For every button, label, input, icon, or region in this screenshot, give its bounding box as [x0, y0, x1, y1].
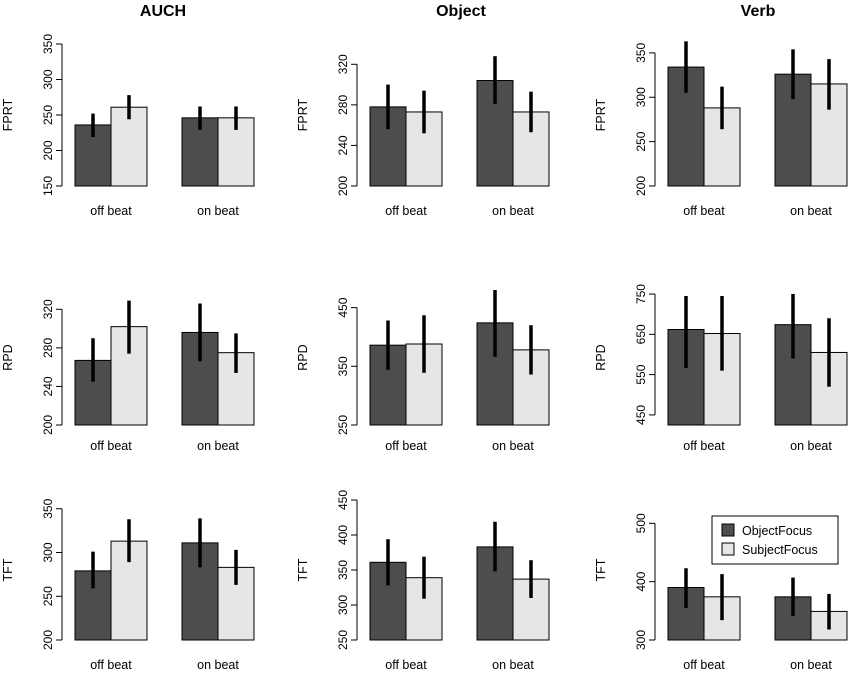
y-tick-label: 200	[336, 176, 350, 196]
y-tick-label: 500	[634, 513, 648, 533]
bar-subjectfocus-off-beat	[110, 106, 148, 187]
y-tick-label: 280	[41, 338, 55, 358]
column-title-object: Object	[436, 3, 486, 20]
y-tick-label: 200	[41, 415, 55, 435]
category-label: off beat	[683, 658, 725, 672]
y-axis-label: TFT	[594, 558, 608, 581]
category-label: on beat	[492, 439, 534, 453]
panel-tft-3: 300 400 500 TFT off beat on beat ObjectFocus Su…	[594, 513, 848, 672]
y-tick-label: 240	[41, 376, 55, 396]
category-label: off beat	[385, 658, 427, 672]
panel-rpd-1: 200 240 280 320 RPD off beat on beat	[1, 299, 255, 453]
panel-rpd-3: 450 550 650 750 RPD off beat on beat	[594, 284, 848, 453]
y-axis-label: TFT	[296, 558, 310, 581]
y-tick-label: 350	[336, 356, 350, 376]
y-tick-label: 350	[634, 43, 648, 63]
y-tick-label: 150	[41, 176, 55, 196]
y-tick-label: 400	[336, 525, 350, 545]
y-tick-label: 400	[634, 571, 648, 591]
y-tick-label: 200	[41, 630, 55, 650]
y-axis-label: FPRT	[1, 98, 15, 131]
y-tick-label: 750	[634, 284, 648, 304]
category-label: on beat	[197, 439, 239, 453]
panel-tft-2: 250 300 350 400 450 TFT off beat on beat	[296, 490, 550, 672]
y-axis-label: RPD	[296, 344, 310, 370]
category-label: off beat	[683, 439, 725, 453]
category-label: on beat	[790, 658, 832, 672]
y-tick-label: 550	[634, 364, 648, 384]
panel-fprt-2: 200 240 280 320 FPRT off beat on beat	[296, 54, 550, 218]
y-axis-label: FPRT	[296, 98, 310, 131]
y-tick-label: 450	[336, 490, 350, 510]
category-label: on beat	[197, 658, 239, 672]
y-tick-label: 350	[41, 34, 55, 54]
y-tick-label: 200	[41, 140, 55, 160]
y-axis-label: TFT	[1, 558, 15, 581]
column-title-auch: AUCH	[140, 3, 186, 20]
y-tick-label: 320	[41, 299, 55, 319]
y-axis-label: FPRT	[594, 98, 608, 131]
panel-fprt-1: 150 200 250 300 350 FPRT off beat on beat	[1, 34, 255, 218]
y-tick-label: 240	[336, 135, 350, 155]
category-label: off beat	[683, 204, 725, 218]
y-tick-label: 300	[41, 542, 55, 562]
y-tick-label: 300	[41, 69, 55, 89]
y-tick-label: 300	[336, 595, 350, 615]
y-tick-label: 450	[634, 405, 648, 425]
category-label: on beat	[492, 204, 534, 218]
column-title-verb: Verb	[741, 3, 776, 20]
panel-tft-1: 200 250 300 350 TFT off beat on beat	[1, 498, 255, 672]
category-label: off beat	[385, 204, 427, 218]
legend-swatch-objectfocus	[721, 523, 735, 537]
category-label: off beat	[90, 658, 132, 672]
category-label: on beat	[492, 658, 534, 672]
y-tick-label: 350	[336, 560, 350, 580]
legend-swatch-subjectfocus	[721, 542, 735, 556]
y-tick-label: 200	[634, 176, 648, 196]
legend-label-objectfocus: ObjectFocus	[742, 524, 812, 538]
y-axis-label: RPD	[1, 344, 15, 370]
y-tick-label: 650	[634, 324, 648, 344]
legend-label-subjectfocus: SubjectFocus	[742, 543, 818, 557]
y-tick-label: 320	[336, 54, 350, 74]
y-tick-label: 250	[41, 105, 55, 125]
y-tick-label: 350	[41, 498, 55, 518]
category-label: on beat	[790, 204, 832, 218]
category-label: on beat	[197, 204, 239, 218]
panel-fprt-3: 200 250 300 350 FPRT off beat on beat	[594, 41, 848, 218]
y-tick-label: 280	[336, 95, 350, 115]
panel-rpd-2: 250 350 450 RPD off beat on beat	[296, 290, 550, 453]
category-label: off beat	[90, 439, 132, 453]
y-tick-label: 450	[336, 297, 350, 317]
y-tick-label: 250	[336, 630, 350, 650]
bar-objectfocus-on-beat	[774, 73, 812, 187]
category-label: off beat	[385, 439, 427, 453]
y-axis-label: RPD	[594, 344, 608, 370]
y-tick-label: 250	[41, 586, 55, 606]
y-tick-label: 250	[634, 131, 648, 151]
category-label: on beat	[790, 439, 832, 453]
y-tick-label: 300	[634, 630, 648, 650]
y-tick-label: 250	[336, 415, 350, 435]
category-label: off beat	[90, 204, 132, 218]
y-tick-label: 300	[634, 87, 648, 107]
